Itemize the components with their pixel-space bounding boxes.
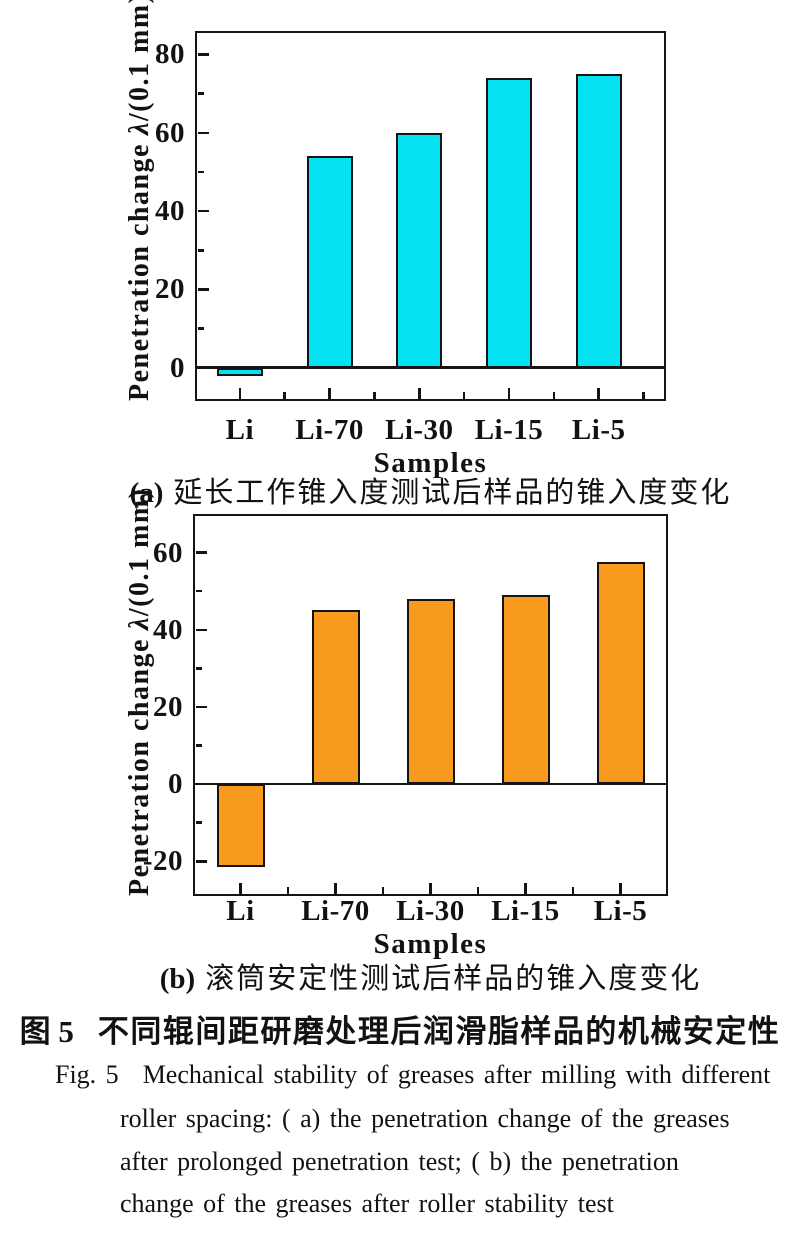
x-minor-tick-a xyxy=(462,392,466,399)
x-axis-label-a: Samples xyxy=(373,447,488,479)
figure-caption-en-line-1: Fig. 5 Mechanical stability of greases af… xyxy=(55,1057,770,1093)
y-major-tick-b xyxy=(195,551,207,554)
y-major-tick-a xyxy=(197,209,209,213)
zero-axis-line-b xyxy=(193,782,668,786)
x-axis-label-b: Samples xyxy=(373,928,488,960)
panel-label-b: (b) xyxy=(159,963,196,995)
y-tick-label-b: 20 xyxy=(153,690,183,723)
bar-li-70-a xyxy=(306,156,353,368)
bar-li-15-a xyxy=(486,77,532,368)
bar-li-b xyxy=(216,784,265,868)
y-minor-tick-a xyxy=(197,170,204,174)
x-major-tick-b xyxy=(619,882,622,894)
x-major-tick-a xyxy=(597,387,600,399)
panel-caption-text-b: 滚筒安定性测试后样品的锥入度变化 xyxy=(205,963,702,995)
x-major-tick-a xyxy=(418,387,421,399)
y-major-tick-a xyxy=(197,131,209,135)
x-category-label-li-70-a: Li-70 xyxy=(295,414,364,446)
figure-caption-en-line-4: change of the greases after roller stabi… xyxy=(120,1189,614,1218)
panel-caption-text-a: 延长工作锥入度测试后样品的锥入度变化 xyxy=(173,477,732,509)
x-major-tick-b xyxy=(524,882,527,894)
panel-caption-a: (a) 延长工作锥入度测试后样品的锥入度变化 xyxy=(81,474,781,512)
y-minor-tick-b xyxy=(195,821,202,824)
y-major-tick-b xyxy=(195,705,207,709)
x-minor-tick-a xyxy=(552,392,556,399)
x-minor-tick-a xyxy=(373,392,376,399)
y-minor-tick-a xyxy=(197,92,204,95)
y-major-tick-a xyxy=(197,288,209,291)
y-major-tick-a xyxy=(197,53,209,56)
figure-number-en: Fig. 5 xyxy=(55,1060,119,1089)
y-minor-tick-b xyxy=(195,667,202,670)
bar-li-30-a xyxy=(396,132,443,368)
figure-caption-en-line-3: after prolonged penetration test; ( b) t… xyxy=(120,1147,679,1176)
bar-li-70-b xyxy=(311,610,360,785)
x-category-label-li-15-b: Li-15 xyxy=(491,895,560,927)
y-tick-label-a: 40 xyxy=(155,195,185,228)
figure-title-cn: 不同辊间距研磨处理后润滑脂样品的机械安定性 xyxy=(97,1014,781,1049)
y-major-tick-a xyxy=(197,366,209,369)
bar-li-30-b xyxy=(406,598,455,785)
y-tick-label-b: 40 xyxy=(153,613,183,646)
bar-li-5-b xyxy=(596,562,645,785)
y-minor-tick-a xyxy=(197,327,204,330)
panel-label-a: (a) xyxy=(129,477,164,509)
x-category-label-li-5-b: Li-5 xyxy=(593,895,648,927)
y-tick-label-a: 0 xyxy=(170,351,185,384)
y-tick-label-a: 80 xyxy=(155,38,185,71)
x-minor-tick-a xyxy=(283,392,286,399)
x-category-label-li-70-b: Li-70 xyxy=(301,895,370,927)
x-major-tick-b xyxy=(239,882,242,894)
zero-axis-line-a xyxy=(195,366,666,369)
y-minor-tick-a xyxy=(197,249,204,252)
bar-li-15-b xyxy=(501,595,550,785)
x-category-label-li-5-a: Li-5 xyxy=(571,414,626,446)
x-minor-tick-b xyxy=(381,887,385,894)
y-tick-label-b: 0 xyxy=(168,768,183,801)
y-tick-label-b: -20 xyxy=(142,845,183,878)
figure-caption-cn: 图 5 不同辊间距研磨处理后润滑脂样品的机械安定性 xyxy=(0,1013,800,1051)
x-category-label-li-a: Li xyxy=(225,414,255,446)
x-minor-tick-b xyxy=(286,887,290,894)
x-category-label-li-30-b: Li-30 xyxy=(396,895,465,927)
figure-number-cn: 图 5 xyxy=(19,1014,74,1049)
x-category-label-li-30-a: Li-30 xyxy=(385,414,454,446)
x-category-label-li-15-a: Li-15 xyxy=(474,414,544,446)
panel-caption-b: (b) 滚筒安定性测试后样品的锥入度变化 xyxy=(81,960,781,998)
x-major-tick-b xyxy=(429,882,432,894)
y-major-tick-b xyxy=(195,860,207,863)
y-minor-tick-b xyxy=(195,589,202,593)
x-major-tick-a xyxy=(238,387,242,399)
x-minor-tick-b xyxy=(571,887,575,894)
x-minor-tick-a xyxy=(642,392,645,399)
y-major-tick-b xyxy=(195,628,207,631)
figure-caption-en-text-1: Mechanical stability of greases after mi… xyxy=(142,1060,771,1089)
x-major-tick-a xyxy=(328,387,331,399)
x-category-label-li-b: Li xyxy=(226,895,255,927)
y-tick-label-b: 60 xyxy=(153,536,183,569)
y-minor-tick-b xyxy=(195,744,202,747)
figure-caption-en-line-2: roller spacing: ( a) the penetration cha… xyxy=(120,1104,730,1133)
x-major-tick-a xyxy=(507,387,511,399)
x-minor-tick-b xyxy=(476,887,480,894)
bar-li-5-a xyxy=(575,74,622,368)
x-major-tick-b xyxy=(334,882,337,894)
y-major-tick-b xyxy=(195,782,207,786)
y-tick-label-a: 60 xyxy=(155,116,185,149)
y-tick-label-a: 20 xyxy=(155,273,185,306)
